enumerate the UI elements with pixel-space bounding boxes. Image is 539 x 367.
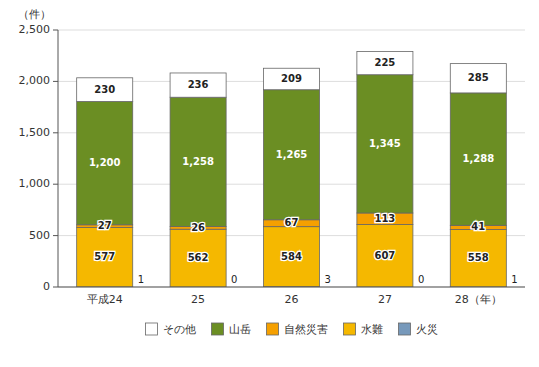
y-tick xyxy=(53,30,58,31)
data-label: 225 xyxy=(374,57,395,68)
bar-segment xyxy=(77,228,133,287)
bar-segment xyxy=(357,213,413,225)
bar-segment xyxy=(357,52,413,75)
bar-segment xyxy=(77,101,133,224)
data-label: 558 xyxy=(468,252,489,263)
bar-segment xyxy=(170,229,226,287)
data-label: 236 xyxy=(188,79,209,90)
data-labels: 1 0 3 0 1 577 562 584 607 558 27 26 67 113 41 1,200 1,25… xyxy=(89,57,518,285)
y-tick-label: 500 xyxy=(29,229,50,242)
y-tick xyxy=(53,235,58,236)
bar-segment xyxy=(170,73,226,97)
data-label: 1,265 xyxy=(276,149,308,160)
data-label: 1 xyxy=(511,274,517,285)
chart-svg: 0 500 1,000 1,500 2,000 2,500 （件） 1 0 3 0 1 577 562 58… xyxy=(0,0,539,367)
y-tick xyxy=(53,132,58,133)
legend-item: 自然災害 xyxy=(267,323,328,336)
data-label: 209 xyxy=(281,73,302,84)
bar-segment xyxy=(263,90,319,220)
data-label: 3 xyxy=(325,274,331,285)
bars xyxy=(77,52,507,287)
legend-item: 火災 xyxy=(399,323,438,336)
legend-label: 火災 xyxy=(416,323,438,336)
y-tick-label: 2,000 xyxy=(19,74,51,87)
bar-segment xyxy=(77,78,133,102)
y-axis: 0 500 1,000 1,500 2,000 2,500 xyxy=(19,23,59,293)
chart-container: 0 500 1,000 1,500 2,000 2,500 （件） 1 0 3 0 1 577 562 58… xyxy=(0,0,539,367)
data-label: 0 xyxy=(231,274,237,285)
data-label: 41 xyxy=(471,221,485,232)
data-label: 1,258 xyxy=(182,156,214,167)
y-tick-label: 1,000 xyxy=(19,177,51,190)
legend-swatch xyxy=(267,323,279,335)
data-label: 1,288 xyxy=(462,153,494,164)
data-label: 1,200 xyxy=(89,157,121,168)
x-axis: 平成24 25 26 27 28（年） xyxy=(58,287,525,306)
data-label: 67 xyxy=(285,217,299,228)
bar-segment xyxy=(450,64,506,93)
data-label: 26 xyxy=(191,222,205,233)
bar-segment xyxy=(263,68,319,89)
data-label: 285 xyxy=(468,72,489,83)
x-tick-label: 26 xyxy=(285,293,299,306)
legend-swatch xyxy=(344,323,356,335)
y-tick xyxy=(53,184,58,185)
y-tick xyxy=(53,287,58,288)
legend-item: 山岳 xyxy=(212,323,251,336)
legend-item: その他 xyxy=(146,323,196,336)
data-label: 27 xyxy=(98,220,112,231)
legend-swatch xyxy=(146,323,158,335)
data-label: 0 xyxy=(418,274,424,285)
y-tick-label: 1,500 xyxy=(19,126,51,139)
bar-segment xyxy=(450,230,506,287)
y-tick-label: 2,500 xyxy=(19,23,51,36)
x-axis-line xyxy=(58,287,525,288)
data-label: 113 xyxy=(374,213,395,224)
bar-segment xyxy=(357,225,413,287)
bar-segment xyxy=(450,93,506,225)
grid-line xyxy=(58,30,525,31)
legend-label: 水難 xyxy=(361,323,383,336)
x-tick-label: 27 xyxy=(378,293,392,306)
grid xyxy=(58,30,525,287)
legend-label: 山岳 xyxy=(229,323,251,336)
bar-segment xyxy=(263,227,319,287)
legend-swatch xyxy=(399,323,411,335)
data-label: 607 xyxy=(374,250,395,261)
legend: その他 山岳 自然災害 水難 火災 xyxy=(146,323,438,336)
data-label: 562 xyxy=(188,252,209,263)
legend-item: 水難 xyxy=(344,323,383,336)
data-label: 230 xyxy=(94,84,115,95)
data-label: 1 xyxy=(138,274,144,285)
bar-segment xyxy=(170,97,226,226)
y-axis-label: （件） xyxy=(18,8,51,21)
y-axis-line xyxy=(58,30,59,287)
legend-label: 自然災害 xyxy=(284,323,328,336)
x-tick-label: 25 xyxy=(191,293,205,306)
y-tick xyxy=(53,81,58,82)
y-tick-label: 0 xyxy=(43,280,50,293)
x-tick-label: 平成24 xyxy=(87,293,123,306)
data-label: 584 xyxy=(281,251,302,262)
legend-label: その他 xyxy=(163,323,196,336)
data-label: 577 xyxy=(94,251,115,262)
legend-swatch xyxy=(212,323,224,335)
x-tick-label: 28（年） xyxy=(455,293,502,306)
data-label: 1,345 xyxy=(369,138,401,149)
grid-line xyxy=(58,287,525,288)
bar-segment xyxy=(357,75,413,213)
